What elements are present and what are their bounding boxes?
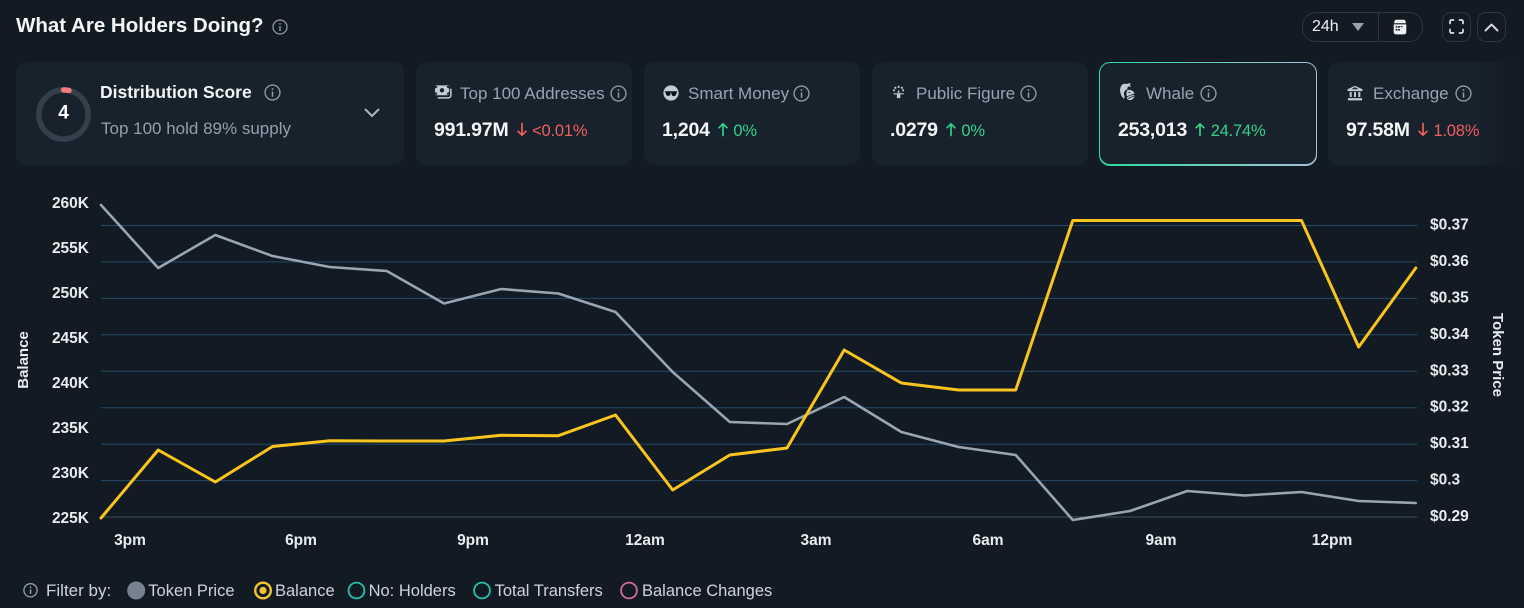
svg-text:$0.35: $0.35 (1430, 289, 1469, 306)
svg-text:Token Price: Token Price (1489, 313, 1506, 397)
svg-text:Filter by:: Filter by: (46, 581, 111, 600)
svg-text:255K: 255K (52, 240, 90, 257)
svg-text:$0.32: $0.32 (1430, 399, 1469, 416)
svg-text:$0.34: $0.34 (1430, 326, 1469, 343)
svg-text:Balance: Balance (275, 582, 335, 600)
svg-text:Total Transfers: Total Transfers (495, 582, 603, 600)
svg-text:$0.33: $0.33 (1430, 362, 1469, 379)
svg-text:6am: 6am (972, 532, 1003, 549)
svg-text:Token Price: Token Price (148, 582, 234, 600)
svg-text:250K: 250K (52, 285, 90, 302)
svg-text:12pm: 12pm (1312, 532, 1353, 549)
svg-text:6pm: 6pm (285, 532, 317, 549)
svg-text:260K: 260K (52, 195, 90, 212)
svg-text:235K: 235K (52, 420, 90, 437)
svg-text:12am: 12am (625, 532, 665, 549)
svg-text:230K: 230K (52, 465, 90, 482)
svg-text:245K: 245K (52, 330, 90, 347)
svg-text:3pm: 3pm (114, 532, 146, 549)
svg-text:225K: 225K (52, 510, 90, 527)
svg-text:$0.37: $0.37 (1430, 217, 1469, 234)
svg-text:9pm: 9pm (457, 532, 489, 549)
svg-text:3am: 3am (800, 532, 831, 549)
svg-text:No: Holders: No: Holders (369, 582, 456, 600)
svg-text:Balance Changes: Balance Changes (642, 582, 772, 600)
svg-text:$0.31: $0.31 (1430, 435, 1469, 452)
svg-text:4: 4 (58, 102, 69, 123)
svg-text:$0.29: $0.29 (1430, 508, 1469, 525)
svg-text:$0.36: $0.36 (1430, 253, 1469, 270)
svg-text:$0.3: $0.3 (1430, 472, 1461, 489)
svg-text:9am: 9am (1145, 532, 1176, 549)
svg-text:Balance: Balance (15, 331, 32, 389)
svg-text:240K: 240K (52, 375, 90, 392)
